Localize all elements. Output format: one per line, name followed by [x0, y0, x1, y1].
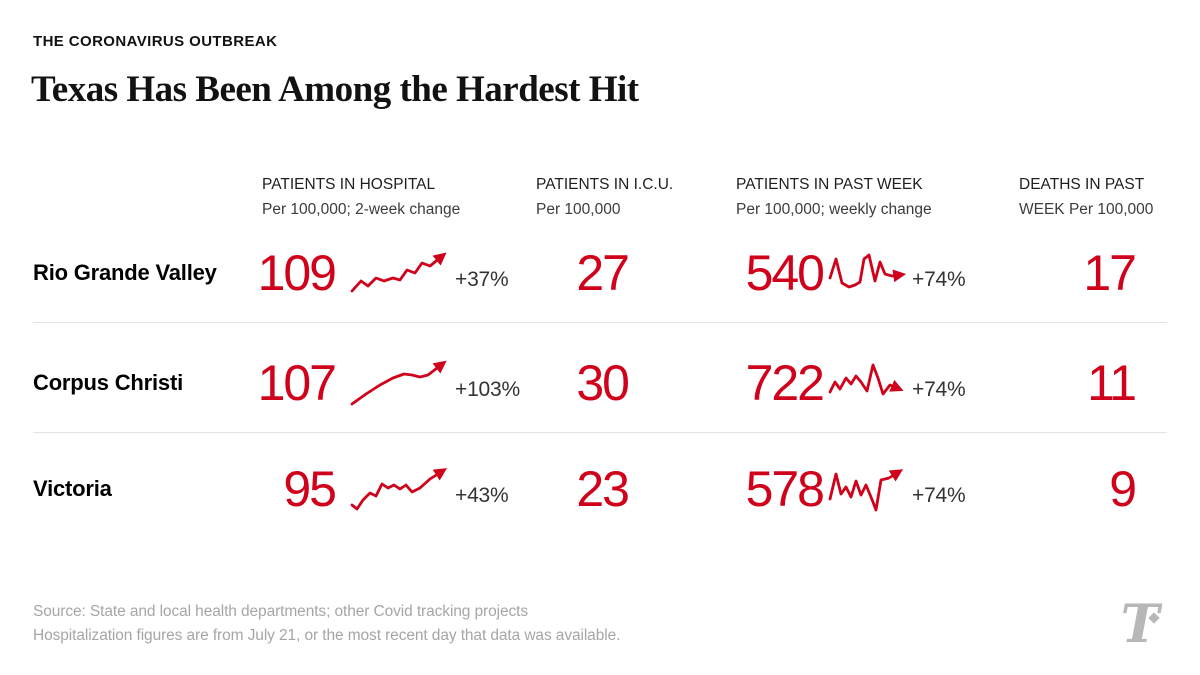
column-header-line1: PATIENTS IN PAST WEEK [736, 176, 923, 193]
past-week-sparkline [828, 469, 904, 512]
kicker: THE CORONAVIRUS OUTBREAK [33, 33, 278, 50]
past-week-sparkline [828, 363, 904, 396]
icu-value: 23 [576, 461, 630, 517]
table-row: Victoria 95 +43% 23 578 +74% 9 [0, 453, 1200, 525]
hospital-change: +37% [455, 268, 509, 291]
column-header-hospital: PATIENTS IN HOSPITAL Per 100,000; 2-week… [262, 172, 460, 222]
hospital-sparkline [350, 468, 448, 511]
nyt-logo-diamond [1148, 612, 1160, 624]
deaths-value: 9 [1109, 461, 1137, 517]
hospital-sparkline [350, 360, 447, 406]
sparkline-path [828, 363, 904, 396]
column-header-line1: DEATHS IN PAST [1019, 176, 1145, 193]
row-divider [33, 432, 1167, 433]
column-header-line2: Per 100,000; 2-week change [262, 201, 461, 218]
nyt-logo-glyph: T [1121, 596, 1163, 654]
table-row: Corpus Christi 107 +103% 30 722 +74% 11 [0, 347, 1200, 419]
region-label: Corpus Christi [33, 370, 183, 395]
past-week-change: +74% [912, 378, 966, 401]
nyt-logo: T [1121, 596, 1163, 654]
hospital-value: 109 [257, 245, 337, 301]
sparkline-path [350, 252, 447, 293]
column-header-icu: PATIENTS IN I.C.U. Per 100,000 [536, 172, 673, 222]
source-line: Hospitalization figures are from July 21… [33, 627, 621, 644]
region-label: Rio Grande Valley [33, 260, 217, 285]
sparkline-path [350, 360, 447, 406]
past-week-change: +74% [912, 484, 966, 507]
column-header-line1: PATIENTS IN HOSPITAL [262, 176, 436, 193]
deaths-value: 11 [1087, 355, 1137, 411]
column-header-line2: Per 100,000 [536, 201, 621, 218]
column-header-line2: WEEK Per 100,000 [1019, 201, 1154, 218]
column-header-line1: PATIENTS IN I.C.U. [536, 176, 674, 193]
deaths-value: 17 [1083, 245, 1137, 301]
hospital-value: 95 [283, 461, 337, 517]
region-label: Victoria [33, 476, 112, 501]
source-line: Source: State and local health departmen… [33, 603, 529, 620]
sparkline-path [350, 468, 448, 511]
column-header-deaths: DEATHS IN PAST WEEK Per 100,000 [1019, 172, 1153, 222]
table-row: Rio Grande Valley 109 +37% 27 540 +74% 1… [0, 237, 1200, 309]
hospital-change: +103% [455, 378, 520, 401]
past-week-value: 540 [745, 245, 825, 301]
hospital-sparkline [350, 252, 447, 293]
past-week-value: 722 [745, 355, 825, 411]
icu-value: 30 [576, 355, 630, 411]
source-note: Source: State and local health departmen… [33, 600, 620, 648]
past-week-value: 578 [745, 461, 825, 517]
sparkline-path [828, 253, 907, 289]
page-title: Texas Has Been Among the Hardest Hit [31, 69, 639, 110]
hospital-change: +43% [455, 484, 509, 507]
sparkline-path [828, 469, 904, 512]
past-week-change: +74% [912, 268, 966, 291]
past-week-sparkline [828, 253, 907, 289]
column-header-line2: Per 100,000; weekly change [736, 201, 932, 218]
hospital-value: 107 [257, 355, 337, 411]
column-header-past-week: PATIENTS IN PAST WEEK Per 100,000; weekl… [736, 172, 932, 222]
icu-value: 27 [576, 245, 630, 301]
row-divider [33, 322, 1167, 323]
